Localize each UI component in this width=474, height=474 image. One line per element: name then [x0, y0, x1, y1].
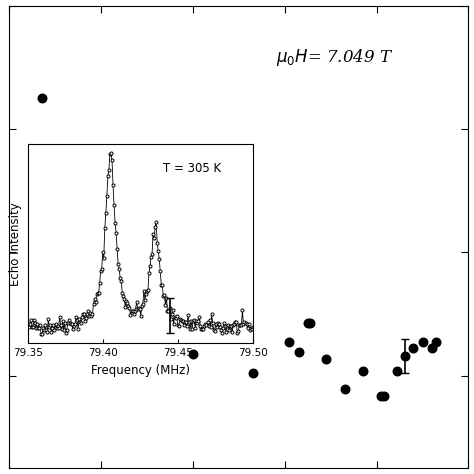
Point: [295, 348, 302, 356]
Point: [410, 344, 417, 352]
Point: [304, 319, 311, 327]
Point: [428, 344, 436, 352]
Point: [38, 94, 46, 102]
Point: [322, 355, 330, 363]
Point: [286, 338, 293, 346]
Point: [139, 276, 146, 284]
Point: [377, 392, 385, 400]
Point: [341, 386, 348, 393]
Point: [166, 311, 174, 319]
Point: [249, 369, 256, 376]
Point: [432, 338, 440, 346]
Point: [393, 367, 401, 375]
Point: [419, 338, 426, 346]
Point: [79, 196, 87, 204]
Point: [189, 350, 197, 358]
Point: [107, 237, 114, 244]
Text: $\mu_0H$= 7.049 T: $\mu_0H$= 7.049 T: [276, 47, 393, 68]
Point: [359, 367, 367, 375]
Point: [401, 352, 409, 360]
Point: [380, 392, 387, 400]
Point: [306, 319, 314, 327]
